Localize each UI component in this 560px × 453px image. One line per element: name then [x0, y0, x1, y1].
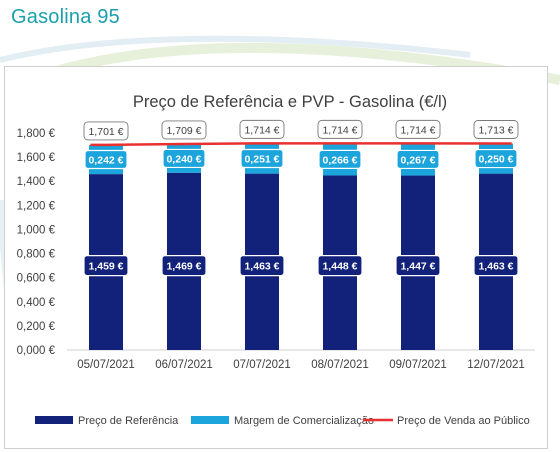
- chart-title: Preço de Referência e PVP - Gasolina (€/…: [133, 93, 447, 111]
- svg-text:1,463 €: 1,463 €: [478, 261, 513, 273]
- label-preco-referencia: 1,469 €: [161, 255, 207, 277]
- svg-text:1,447 €: 1,447 €: [400, 261, 435, 273]
- y-tick-label: 0,200 €: [17, 321, 56, 333]
- label-preco-referencia: 1,463 €: [473, 255, 519, 277]
- slide-title: Gasolina 95: [11, 6, 120, 28]
- legend-label: Margem de Comercialização: [234, 415, 374, 427]
- legend-swatch: [35, 416, 73, 424]
- legend-swatch: [191, 416, 229, 424]
- label-pvp: 1,701 €: [83, 121, 129, 141]
- label-pvp: 1,714 €: [317, 119, 363, 139]
- label-preco-referencia: 1,463 €: [239, 255, 285, 277]
- label-margem-comercializacao: 0,250 €: [474, 148, 518, 169]
- y-tick-label: 1,800 €: [17, 128, 56, 140]
- svg-text:1,448 €: 1,448 €: [322, 261, 357, 273]
- chart: Preço de Referência e PVP - Gasolina (€/…: [17, 93, 535, 427]
- legend-item: Preço de Venda ao Público: [363, 415, 530, 427]
- svg-text:0,266 €: 0,266 €: [322, 154, 357, 166]
- svg-text:1,459 €: 1,459 €: [88, 261, 123, 273]
- svg-text:0,267 €: 0,267 €: [400, 154, 435, 166]
- svg-text:1,701 €: 1,701 €: [88, 126, 123, 138]
- pvp-line: [90, 142, 512, 147]
- x-tick-label: 09/07/2021: [389, 359, 447, 371]
- svg-text:1,463 €: 1,463 €: [244, 261, 279, 273]
- y-tick-label: 1,600 €: [17, 152, 56, 164]
- svg-text:0,250 €: 0,250 €: [478, 154, 513, 166]
- x-tick-label: 12/07/2021: [467, 359, 525, 371]
- label-pvp: 1,714 €: [395, 119, 441, 139]
- label-margem-comercializacao: 0,240 €: [162, 148, 206, 169]
- y-tick-label: 1,400 €: [17, 176, 56, 188]
- chart-container: Preço de Referência e PVP - Gasolina (€/…: [4, 66, 548, 449]
- x-tick-label: 08/07/2021: [311, 359, 369, 371]
- svg-text:0,251 €: 0,251 €: [244, 153, 279, 165]
- label-margem-comercializacao: 0,266 €: [318, 149, 362, 170]
- svg-text:1,713 €: 1,713 €: [478, 124, 513, 136]
- label-margem-comercializacao: 0,242 €: [84, 149, 128, 170]
- legend-label: Preço de Venda ao Público: [397, 415, 530, 427]
- x-axis: 05/07/2021 06/07/2021 07/07/2021 08/07/2021…: [67, 349, 535, 371]
- data-labels: 1,459 € 0,242 € 1,701 € 1,469 € 0,240 € 1,709…: [83, 119, 519, 277]
- legend-item: Preço de Referência: [35, 415, 179, 427]
- legend-item: Margem de Comercialização: [191, 415, 374, 427]
- y-tick-label: 0,800 €: [17, 249, 56, 261]
- svg-text:1,714 €: 1,714 €: [322, 124, 357, 136]
- y-tick-label: 0,000 €: [17, 345, 56, 357]
- svg-text:1,469 €: 1,469 €: [166, 261, 201, 273]
- label-pvp: 1,709 €: [161, 120, 207, 140]
- x-tick-label: 07/07/2021: [233, 359, 291, 371]
- label-preco-referencia: 1,447 €: [395, 255, 441, 277]
- label-pvp: 1,713 €: [473, 120, 519, 139]
- svg-text:1,714 €: 1,714 €: [400, 124, 435, 136]
- y-tick-label: 1,200 €: [17, 200, 56, 212]
- x-tick-label: 05/07/2021: [77, 359, 135, 371]
- svg-text:0,240 €: 0,240 €: [166, 153, 201, 165]
- label-preco-referencia: 1,459 €: [83, 255, 129, 277]
- label-margem-comercializacao: 0,267 €: [396, 149, 440, 170]
- x-tick-label: 06/07/2021: [155, 359, 213, 371]
- label-preco-referencia: 1,448 €: [317, 255, 363, 277]
- pvp-line-path: [90, 142, 512, 147]
- y-axis: 0,000 € 0,200 € 0,400 € 0,600 € 0,800 € 1,000…: [17, 128, 56, 357]
- label-pvp: 1,714 €: [239, 119, 285, 139]
- label-margem-comercializacao: 0,251 €: [240, 148, 284, 169]
- y-tick-label: 0,600 €: [17, 273, 56, 285]
- y-tick-label: 1,000 €: [17, 224, 56, 236]
- svg-text:1,714 €: 1,714 €: [244, 124, 279, 136]
- bars: [89, 143, 513, 350]
- svg-text:0,242 €: 0,242 €: [88, 155, 123, 167]
- legend: Preço de Referência Margem de Comercializ…: [35, 415, 530, 427]
- svg-text:1,709 €: 1,709 €: [166, 125, 201, 137]
- y-tick-label: 0,400 €: [17, 297, 56, 309]
- legend-label: Preço de Referência: [78, 415, 179, 427]
